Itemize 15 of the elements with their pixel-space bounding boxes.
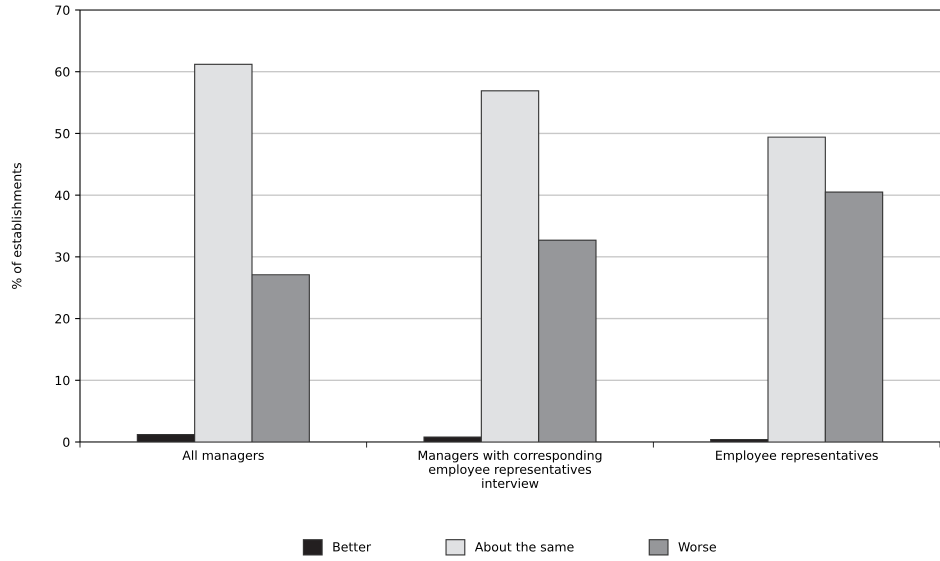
y-tick-label: 40 <box>54 190 70 200</box>
y-tick-label: 60 <box>55 67 70 77</box>
y-tick-label: 0 <box>63 437 70 447</box>
x-tick-label: Managers with corresponding employee representatives interview <box>418 450 602 488</box>
legend-label: About the same <box>474 542 574 552</box>
x-tick-label: All managers <box>182 450 264 462</box>
y-tick-label: 70 <box>55 5 70 15</box>
legend-label: Worse <box>678 542 716 552</box>
y-axis-title: % of establishments <box>12 163 22 289</box>
x-tick-label: Employee representatives <box>716 450 878 462</box>
y-tick-label: 50 <box>55 128 70 138</box>
legend-label: Better <box>333 542 372 552</box>
y-tick-label: 20 <box>55 314 70 324</box>
y-tick-label: 30 <box>55 252 70 262</box>
y-tick-label: 10 <box>56 376 70 386</box>
